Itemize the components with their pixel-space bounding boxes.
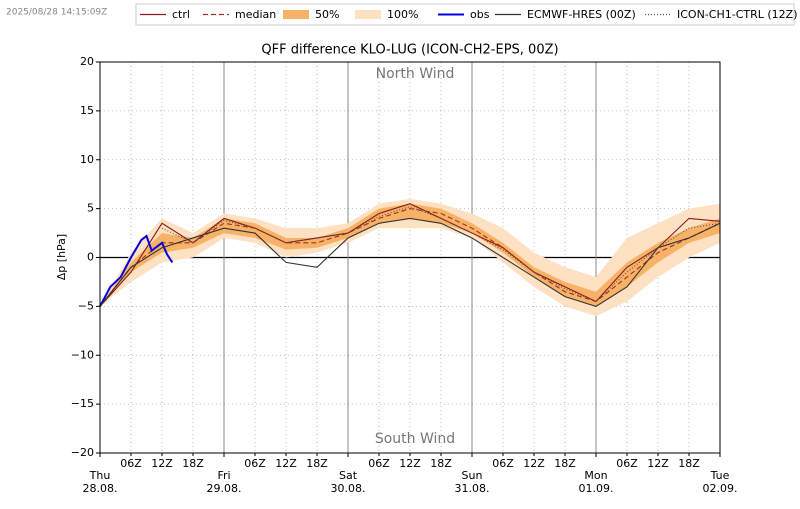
x-minor-tick-label: 12Z — [399, 457, 421, 470]
annotation: North Wind — [376, 66, 455, 82]
y-tick-label: 15 — [80, 104, 94, 117]
x-minor-tick-label: 06Z — [368, 457, 390, 470]
x-minor-tick-label: 06Z — [492, 457, 514, 470]
legend-label: 100% — [387, 8, 418, 21]
y-tick-label: 5 — [87, 202, 94, 215]
legend-label: obs — [470, 8, 490, 21]
legend-label: ctrl — [172, 8, 190, 21]
x-tick-label: Mon 01.09. — [578, 469, 614, 495]
y-tick-label: −5 — [78, 299, 94, 312]
x-minor-tick-label: 18Z — [306, 457, 328, 470]
series-line — [99, 217, 721, 307]
x-tick-label: Fri 29.08. — [206, 469, 242, 495]
y-tick-label: −20 — [71, 446, 94, 459]
timestamp: 2025/08/28 14:15:09Z — [6, 8, 107, 18]
y-tick-label: −15 — [71, 397, 94, 410]
legend-swatch — [355, 10, 381, 19]
x-minor-tick-label: 18Z — [182, 457, 204, 470]
x-minor-tick-label: 18Z — [554, 457, 576, 470]
x-minor-tick-label: 06Z — [244, 457, 266, 470]
chart-title: QFF difference KLO-LUG (ICON-CH2-EPS, 00… — [261, 43, 558, 58]
annotation: South Wind — [375, 431, 455, 447]
x-minor-tick-label: 06Z — [120, 457, 142, 470]
x-minor-tick-label: 12Z — [523, 457, 545, 470]
legend-label: median — [235, 8, 276, 21]
legend-label: ECMWF-HRES (00Z) — [527, 8, 636, 21]
series-line — [99, 208, 721, 307]
legend-label: 50% — [315, 8, 339, 21]
x-minor-tick-label: 06Z — [616, 457, 638, 470]
x-tick-label: Thu 28.08. — [82, 469, 118, 495]
x-minor-tick-label: 12Z — [647, 457, 669, 470]
y-tick-label: 20 — [80, 55, 94, 68]
y-axis-label: Δp [hPa] — [55, 234, 68, 280]
legend-box — [135, 3, 795, 26]
x-minor-tick-label: 18Z — [678, 457, 700, 470]
x-tick-label: Tue 02.09. — [702, 469, 738, 495]
y-tick-label: 0 — [87, 251, 94, 264]
x-minor-tick-label: 12Z — [275, 457, 297, 470]
x-tick-label: Sat 30.08. — [330, 469, 366, 495]
band — [100, 203, 720, 307]
y-tick-label: 10 — [80, 153, 94, 166]
x-minor-tick-label: 18Z — [430, 457, 452, 470]
plot-frame — [99, 61, 721, 454]
legend-swatch — [283, 10, 309, 19]
y-tick-label: −10 — [71, 348, 94, 361]
legend-label: ICON-CH1-CTRL (12Z) — [677, 8, 797, 21]
x-minor-tick-label: 12Z — [151, 457, 173, 470]
series-line — [99, 234, 174, 307]
x-tick-label: Sun 31.08. — [454, 469, 490, 495]
